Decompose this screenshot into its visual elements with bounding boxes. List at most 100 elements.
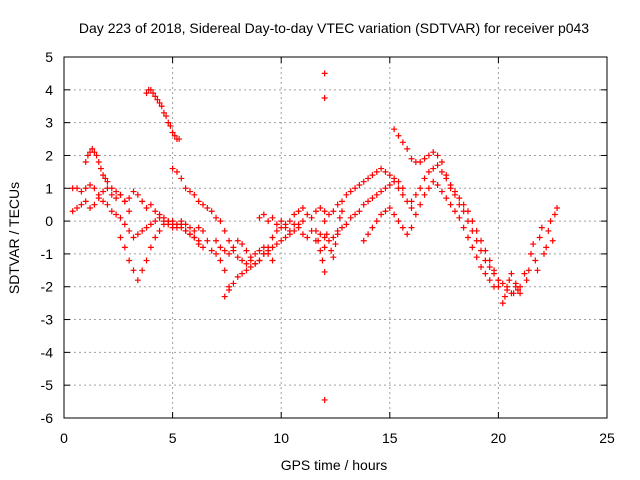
- data-point: [200, 227, 207, 234]
- data-point: [386, 181, 393, 188]
- data-point: [226, 287, 233, 294]
- data-point: [247, 264, 254, 271]
- data-point: [186, 188, 193, 195]
- data-point: [143, 90, 150, 97]
- data-point: [373, 191, 380, 198]
- data-point: [97, 165, 104, 172]
- data-point: [525, 267, 532, 274]
- data-point: [330, 234, 337, 241]
- data-point: [221, 267, 228, 274]
- data-point: [160, 221, 167, 228]
- data-point: [221, 247, 228, 254]
- data-point: [121, 244, 128, 251]
- data-point: [217, 244, 224, 251]
- data-point: [186, 224, 193, 231]
- data-point: [291, 221, 298, 228]
- data-point: [412, 211, 419, 218]
- data-point: [147, 201, 154, 208]
- data-point: [152, 93, 159, 100]
- data-point: [74, 185, 81, 192]
- data-point: [91, 149, 98, 156]
- data-point: [506, 277, 513, 284]
- data-point: [408, 198, 415, 205]
- data-point: [536, 234, 543, 241]
- data-point: [230, 244, 237, 251]
- data-point: [321, 218, 328, 225]
- data-point: [191, 227, 198, 234]
- data-point: [321, 208, 328, 215]
- data-point: [495, 277, 502, 284]
- data-point: [534, 267, 541, 274]
- x-axis-label: GPS time / hours: [281, 457, 388, 473]
- data-point: [273, 221, 280, 228]
- data-point: [434, 162, 441, 169]
- data-point: [78, 188, 85, 195]
- data-point: [213, 250, 220, 257]
- data-points: [69, 70, 561, 403]
- data-point: [373, 168, 380, 175]
- data-point: [478, 264, 485, 271]
- data-point: [321, 95, 328, 102]
- data-point: [408, 224, 415, 231]
- data-point: [538, 224, 545, 231]
- data-point: [226, 237, 233, 244]
- data-point: [195, 224, 202, 231]
- series-track-16: [408, 162, 524, 297]
- data-point: [299, 218, 306, 225]
- data-point: [421, 191, 428, 198]
- data-point: [243, 247, 250, 254]
- series-track-14: [360, 178, 502, 290]
- data-point: [336, 214, 343, 221]
- y-tick-label: -4: [41, 344, 54, 360]
- data-point: [126, 195, 133, 202]
- data-point: [508, 270, 515, 277]
- series-track-3: [82, 145, 133, 215]
- data-point: [391, 178, 398, 185]
- y-tick-label: 4: [45, 82, 53, 98]
- series-track-11: [312, 208, 346, 264]
- data-point: [130, 188, 137, 195]
- series-track-7: [160, 218, 233, 290]
- data-point: [100, 198, 107, 205]
- series-track-5: [143, 86, 183, 143]
- data-point: [158, 103, 165, 110]
- data-point: [545, 227, 552, 234]
- data-point: [191, 234, 198, 241]
- data-point: [417, 159, 424, 166]
- data-point: [356, 181, 363, 188]
- series-track-15: [391, 126, 502, 284]
- data-point: [91, 185, 98, 192]
- data-point: [84, 152, 91, 159]
- data-point: [282, 234, 289, 241]
- data-point: [339, 198, 346, 205]
- data-point: [512, 280, 519, 287]
- x-tick-label: 15: [382, 430, 398, 446]
- data-point: [395, 185, 402, 192]
- data-point: [299, 231, 306, 238]
- data-point: [549, 237, 556, 244]
- data-point: [464, 218, 471, 225]
- x-tick-label: 10: [273, 430, 289, 446]
- data-point: [514, 287, 521, 294]
- data-point: [113, 195, 120, 202]
- data-point: [404, 145, 411, 152]
- data-point: [360, 201, 367, 208]
- data-point: [323, 231, 330, 238]
- data-point: [547, 218, 554, 225]
- data-point: [386, 172, 393, 179]
- data-point: [551, 211, 558, 218]
- data-point: [260, 250, 267, 257]
- data-point: [438, 188, 445, 195]
- data-point: [82, 159, 89, 166]
- data-point: [165, 218, 172, 225]
- data-point: [269, 257, 276, 264]
- data-point: [95, 159, 102, 166]
- x-tick-label: 0: [60, 430, 68, 446]
- data-point: [91, 201, 98, 208]
- data-point: [460, 224, 467, 231]
- data-point: [217, 218, 224, 225]
- data-point: [239, 241, 246, 248]
- data-point: [291, 211, 298, 218]
- data-point: [226, 250, 233, 257]
- data-point: [108, 185, 115, 192]
